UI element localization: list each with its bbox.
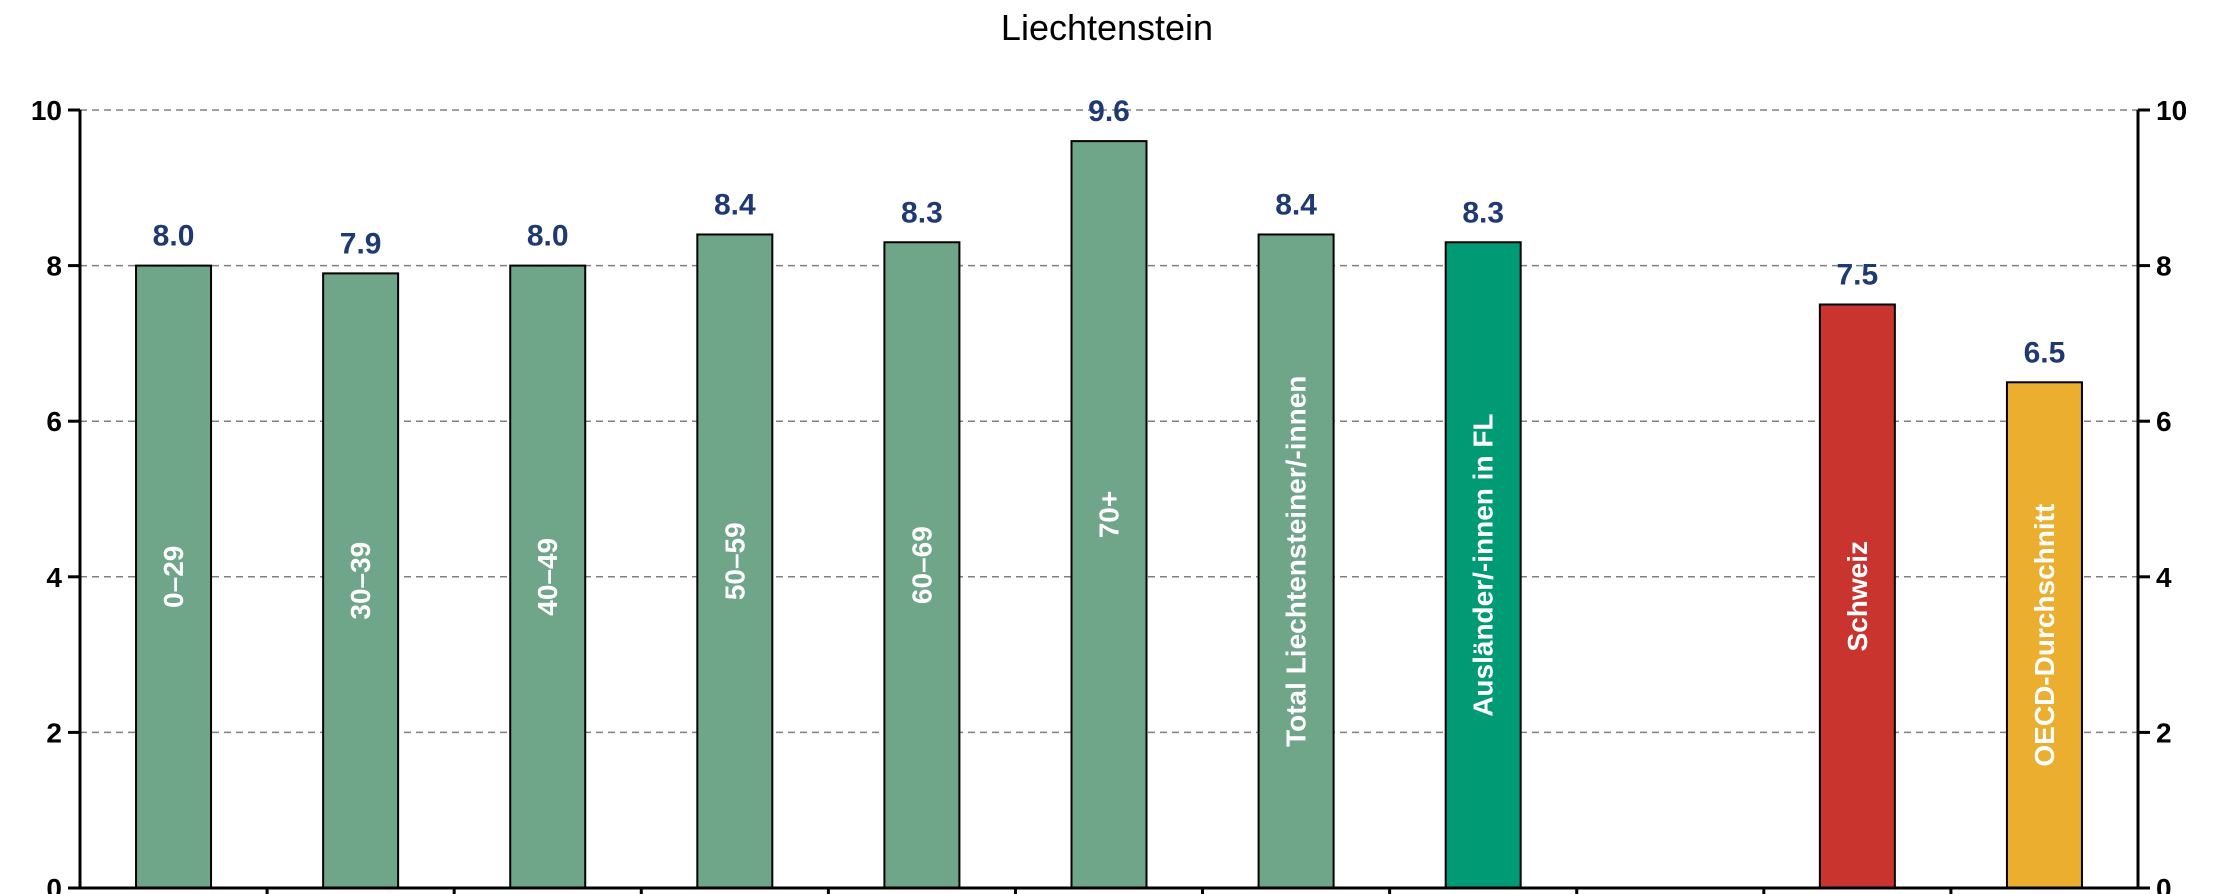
bar	[1818, 303, 1896, 889]
y-axis-right: 0 2 4 6 8 10	[2138, 95, 2187, 894]
data-label: 8.0	[153, 220, 195, 253]
bar-category-label: 50–59	[719, 522, 750, 600]
bar	[1257, 233, 1335, 890]
bar	[883, 241, 961, 889]
y-tick-label-left: 10	[31, 95, 62, 126]
bar-category-label: 30–39	[345, 542, 376, 620]
y-tick-label-left: 0	[46, 873, 62, 894]
bar-category-labels: 0–29 30–39 40–49 50–59 60–69 70+ Total Liechte…	[158, 376, 2060, 767]
bar-category-label: 0–29	[158, 546, 189, 608]
y-tick-label-right: 6	[2156, 406, 2172, 437]
data-label: 8.4	[1275, 188, 1317, 221]
bar-category-label: Schweiz	[1842, 541, 1873, 651]
data-label: 9.6	[1088, 95, 1130, 128]
y-tick-label-right: 10	[2156, 95, 2187, 126]
bar-category-label: Ausländer/-innen in FL	[1468, 413, 1499, 716]
data-label: 7.5	[1837, 259, 1879, 292]
bars	[135, 140, 2083, 890]
y-tick-label-left: 6	[46, 406, 62, 437]
bar	[1444, 241, 1522, 889]
y-axis-left: 0 2 4 6 8 10	[31, 95, 80, 894]
axes	[78, 110, 2140, 894]
bar-category-label: Total Liechtensteiner/-innen	[1281, 376, 1312, 747]
y-tick-label-left: 8	[46, 251, 62, 282]
y-tick-label-right: 0	[2156, 873, 2172, 894]
bar	[1070, 140, 1148, 889]
bar-category-label: 60–69	[906, 526, 937, 604]
data-label: 7.9	[340, 227, 382, 260]
data-label: 6.5	[2024, 336, 2066, 369]
bar-category-label: 40–49	[532, 538, 563, 616]
bar	[509, 264, 587, 890]
bar-category-label: 70+	[1094, 491, 1125, 539]
gridlines	[80, 109, 2138, 734]
chart-title: Liechtenstein	[1001, 7, 1213, 48]
data-labels: 8.0 7.9 8.0 8.4 8.3 9.6 8.4 8.3 7.5 6.5	[153, 95, 2066, 369]
y-tick-label-left: 4	[46, 562, 62, 593]
y-tick-label-right: 4	[2156, 562, 2172, 593]
y-tick-label-left: 2	[46, 717, 62, 748]
y-tick-label-right: 8	[2156, 251, 2172, 282]
bar	[696, 233, 774, 890]
bar-category-label: OECD-Durchschnitt	[2029, 504, 2060, 767]
data-label: 8.3	[1462, 196, 1504, 229]
data-label: 8.3	[901, 196, 943, 229]
y-tick-label-right: 2	[2156, 717, 2172, 748]
data-label: 8.4	[714, 188, 756, 221]
bar	[135, 264, 213, 890]
data-label: 8.0	[527, 220, 569, 253]
